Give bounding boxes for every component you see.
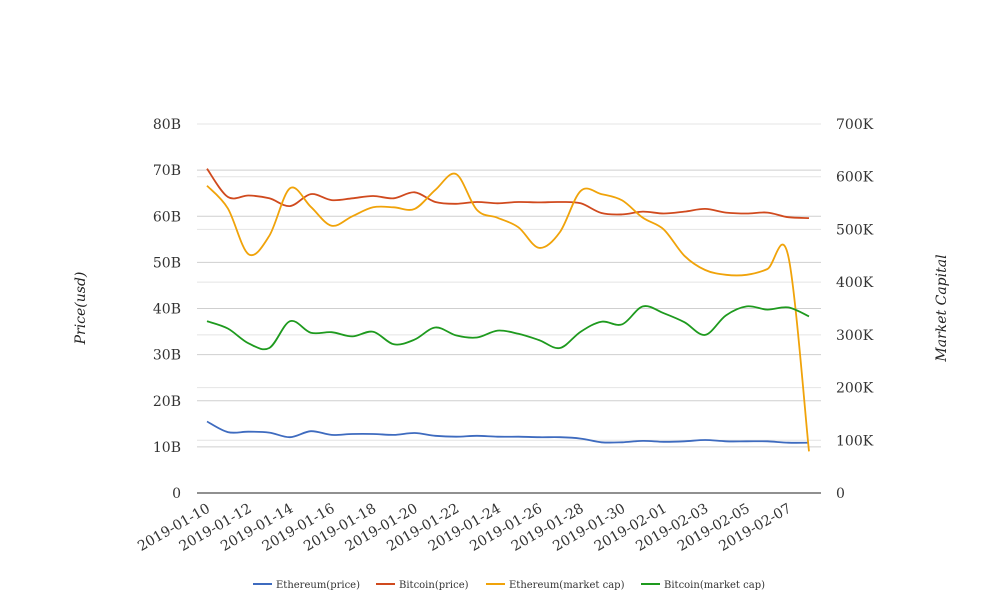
left-y-tick-label: 20B <box>153 394 181 410</box>
series-line-ethereum-price <box>206 420 810 444</box>
legend: Ethereum(price) Bitcoin(price) Ethereum(ma… <box>253 580 765 591</box>
left-y-tick-label: 70B <box>153 163 181 179</box>
series-lines <box>206 168 810 452</box>
right-y-tick-label: 400K <box>836 275 874 291</box>
legend-label: Ethereum(price) <box>276 580 360 591</box>
grid-lines <box>197 123 821 448</box>
left-y-tick-label: 60B <box>153 209 181 225</box>
right-y-tick-label: 700K <box>836 117 874 133</box>
series-line-ethereum-market-cap <box>206 172 810 452</box>
left-y-tick-label: 10B <box>153 440 181 456</box>
right-y-axis-title: Market Capital <box>934 254 950 362</box>
right-y-tick-label: 100K <box>836 433 874 449</box>
legend-label: Bitcoin(price) <box>399 580 469 591</box>
right-y-tick-labels: 0 100K 200K 300K 400K 500K 600K 700K <box>836 117 874 502</box>
left-y-tick-label: 30B <box>153 348 181 364</box>
series-line-bitcoin-price <box>206 168 810 219</box>
legend-label: Ethereum(market cap) <box>509 580 625 591</box>
right-y-tick-label: 600K <box>836 170 874 186</box>
legend-label: Bitcoin(market cap) <box>664 580 765 591</box>
right-y-tick-label: 200K <box>836 381 874 397</box>
series-line-bitcoin-market-cap <box>206 305 810 351</box>
left-y-tick-label: 0 <box>172 486 181 502</box>
x-tick-labels: 2019-01-102019-01-122019-01-142019-01-16… <box>135 501 794 555</box>
left-y-tick-label: 50B <box>153 255 181 271</box>
left-y-axis-title: Price(usd) <box>73 272 89 346</box>
left-y-tick-label: 40B <box>153 302 181 318</box>
right-y-tick-label: 0 <box>836 486 845 502</box>
left-y-tick-label: 80B <box>153 117 181 133</box>
right-y-tick-label: 500K <box>836 222 874 238</box>
right-y-tick-label: 300K <box>836 328 874 344</box>
left-y-tick-labels: 0 10B 20B 30B 40B 50B 60B 70B 80B <box>153 117 181 502</box>
